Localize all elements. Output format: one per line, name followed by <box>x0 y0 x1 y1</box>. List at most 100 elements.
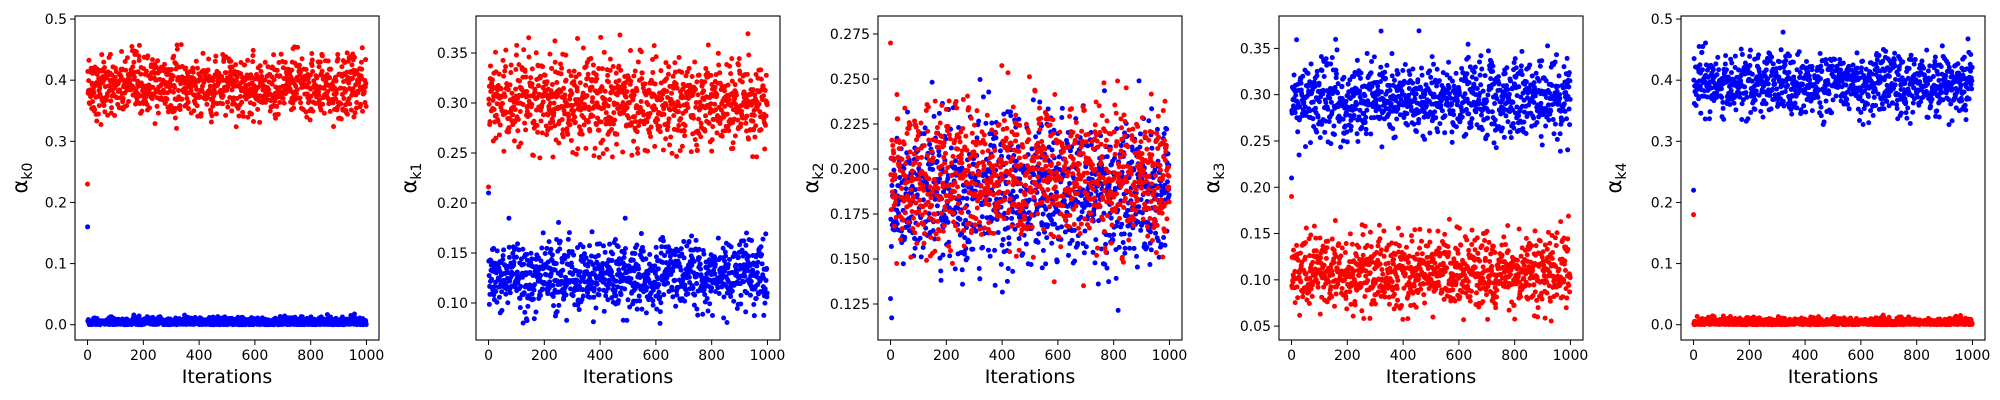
data-point <box>589 84 595 90</box>
data-point <box>686 239 692 245</box>
data-point <box>486 96 492 102</box>
data-point <box>245 57 251 63</box>
data-point <box>938 268 944 274</box>
data-point <box>719 133 725 139</box>
data-point <box>574 88 580 94</box>
data-point <box>172 115 178 121</box>
data-point <box>309 62 315 68</box>
data-point <box>524 318 530 324</box>
data-point <box>970 246 976 252</box>
data-point <box>571 68 577 74</box>
data-point <box>131 59 137 65</box>
data-point <box>677 148 683 154</box>
data-point <box>234 74 240 80</box>
data-point <box>319 53 325 59</box>
data-point <box>313 100 319 106</box>
data-point <box>668 134 674 140</box>
data-point <box>281 100 287 106</box>
data-point <box>639 70 645 76</box>
data-point <box>491 106 497 112</box>
data-point <box>109 105 115 111</box>
data-point <box>493 49 499 55</box>
data-point <box>1115 307 1121 313</box>
data-point <box>86 57 92 63</box>
data-point <box>1137 144 1143 150</box>
data-point <box>1028 262 1034 267</box>
data-point <box>306 98 312 104</box>
x-axis-label: Iterations <box>182 366 273 388</box>
data-point <box>733 92 739 98</box>
data-point <box>596 287 602 293</box>
x-tick-label: 800 <box>698 348 725 364</box>
data-point <box>764 265 770 271</box>
data-point <box>496 132 502 138</box>
data-point <box>624 317 630 323</box>
data-point <box>575 36 581 41</box>
data-point <box>961 251 967 257</box>
data-point <box>146 105 152 111</box>
data-point <box>952 266 958 272</box>
data-point <box>595 253 601 259</box>
data-point <box>747 292 753 298</box>
data-point <box>138 71 144 77</box>
data-point <box>123 67 129 73</box>
data-point <box>102 65 108 71</box>
data-point <box>360 108 366 114</box>
data-point <box>590 62 596 68</box>
data-point <box>743 242 749 248</box>
data-point <box>257 119 263 125</box>
data-point <box>537 293 543 298</box>
data-point <box>956 124 962 130</box>
data-point <box>571 252 577 258</box>
data-point <box>758 127 764 133</box>
data-point <box>918 254 924 260</box>
data-point <box>559 117 565 123</box>
data-point <box>278 51 284 57</box>
data-point <box>709 137 715 143</box>
data-point <box>653 54 659 60</box>
data-point <box>707 301 713 307</box>
data-point <box>269 81 275 87</box>
data-point <box>186 106 192 112</box>
data-point <box>750 118 756 124</box>
data-point <box>664 88 670 94</box>
data-point <box>570 293 576 299</box>
data-point <box>600 151 606 157</box>
data-point <box>645 102 651 108</box>
data-point <box>489 276 495 282</box>
data-point <box>940 252 946 258</box>
data-point <box>735 254 741 260</box>
data-point <box>566 230 572 236</box>
data-point <box>643 310 649 316</box>
data-point <box>503 47 509 53</box>
data-point <box>520 246 526 252</box>
data-point <box>162 61 168 67</box>
data-point <box>592 145 598 151</box>
data-point <box>344 111 350 117</box>
data-point <box>615 244 621 250</box>
data-point <box>610 64 616 69</box>
data-point <box>692 59 698 65</box>
data-point <box>534 122 540 128</box>
data-point <box>641 112 647 118</box>
data-point <box>694 147 700 153</box>
data-point <box>712 271 718 277</box>
data-point <box>735 62 741 68</box>
data-point <box>960 281 966 287</box>
data-point <box>309 57 315 63</box>
data-point <box>518 283 524 289</box>
data-point <box>136 57 142 63</box>
data-point <box>346 96 352 102</box>
data-point <box>515 241 521 247</box>
data-point <box>993 135 999 141</box>
data-point <box>363 103 369 109</box>
data-point <box>744 113 750 119</box>
y-tick-label: 0.25 <box>437 146 468 162</box>
data-point <box>551 303 557 309</box>
data-point <box>604 146 610 152</box>
data-point <box>349 92 355 98</box>
data-point <box>193 58 199 64</box>
data-point <box>1149 106 1155 112</box>
data-point <box>527 112 533 118</box>
data-point <box>722 88 727 94</box>
